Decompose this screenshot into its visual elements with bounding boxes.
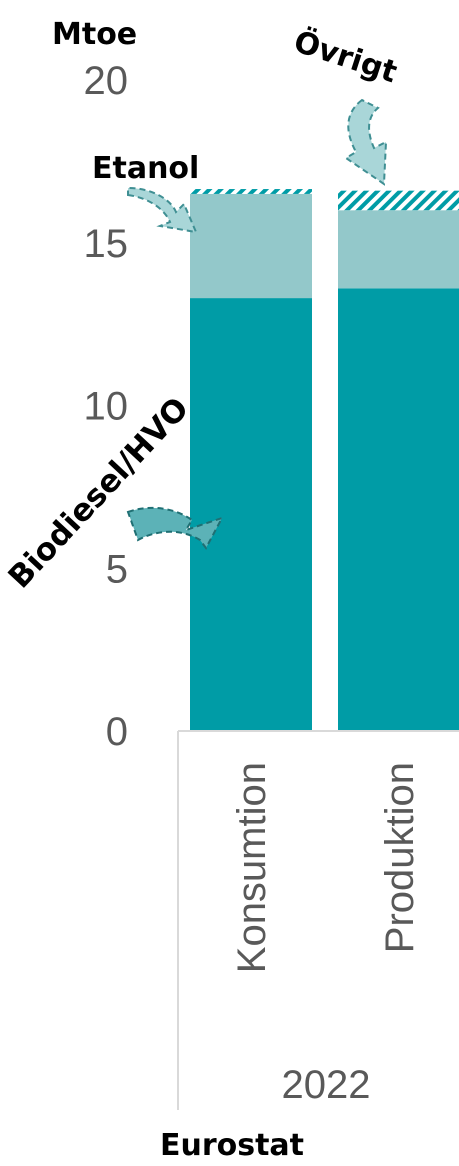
bars [190,189,459,731]
y-tick-label-5: 5 [106,547,128,591]
y-tick-label-20: 20 [84,59,129,103]
y-tick-label-0: 0 [106,710,128,754]
y-tick-label-15: 15 [84,222,129,266]
category-label-konsumtion: Konsumtion [230,762,274,973]
bar-konsumtion-biodiesel-hvo [190,298,312,731]
source-label: Eurostat [160,1128,304,1163]
category-label-produktion: Produktion [378,762,422,953]
bar-konsumtion-etanol [190,193,312,299]
arrow-icon-etanol [127,186,198,234]
bar-produktion-etanol [338,210,459,289]
bar-produktion--vrigt [338,190,459,211]
y-axis-ticks: 0 5 10 15 20 [84,59,129,754]
series-label-ovrigt: Övrigt [290,22,402,90]
group-label-2022: 2022 [282,1063,371,1107]
bar-konsumtion--vrigt [190,189,312,194]
category-labels: Konsumtion Produktion [230,762,422,973]
series-label-etanol: Etanol [92,151,199,186]
arrow-icon-biodiesel-hvo [126,506,225,550]
bar-produktion-biodiesel-hvo [338,288,459,731]
arrow-icon-ovrigt [344,98,388,186]
y-axis-unit-label: Mtoe [52,17,137,52]
y-tick-label-10: 10 [84,385,129,429]
